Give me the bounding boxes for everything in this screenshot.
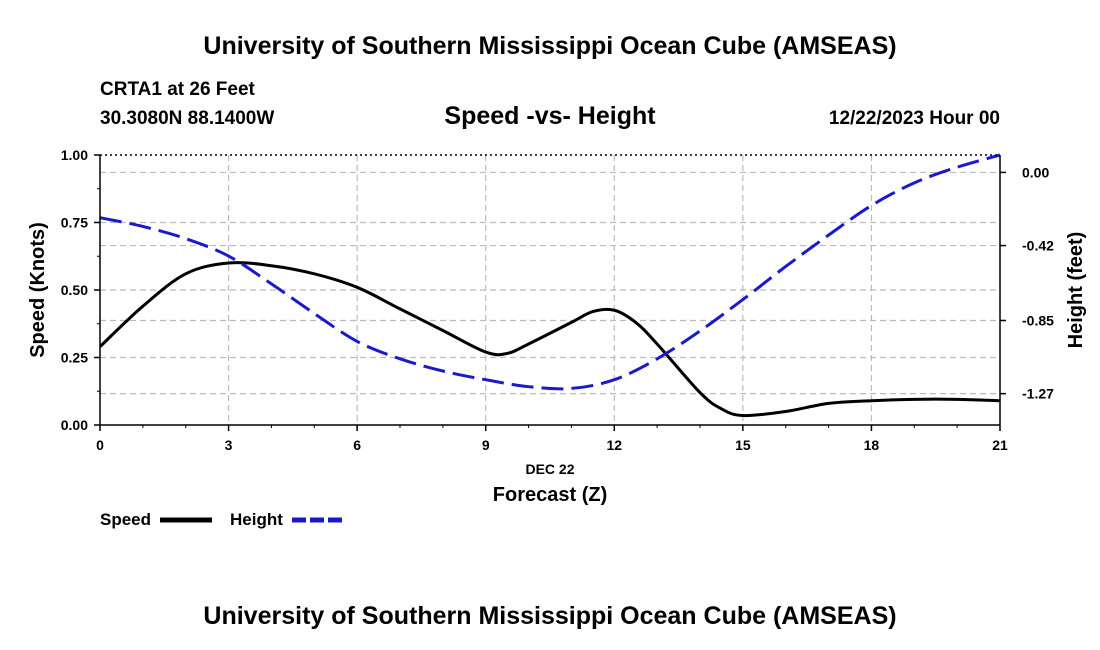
legend-label-height: Height — [230, 510, 283, 529]
x-tick-label: 3 — [225, 437, 233, 453]
x-tick-label: 15 — [735, 437, 751, 453]
x-date-label: DEC 22 — [525, 461, 574, 477]
y-axis-label: Speed (Knots) — [27, 222, 49, 358]
y-tick-label: 0.50 — [61, 282, 88, 298]
page-title: University of Southern Mississippi Ocean… — [203, 32, 896, 60]
legend-label-speed: Speed — [100, 510, 151, 529]
coordinates-label: 30.3080N 88.1400W — [100, 108, 274, 129]
x-axis-label: Forecast (Z) — [493, 484, 607, 506]
y2-tick-label: 0.00 — [1022, 164, 1049, 180]
x-tick-label: 12 — [606, 437, 622, 453]
x-tick-label: 6 — [353, 437, 361, 453]
y-tick-label: 0.00 — [61, 417, 88, 433]
y2-axis-label: Height (feet) — [1065, 232, 1087, 349]
footer-title: University of Southern Mississippi Ocean… — [203, 602, 896, 630]
chart-title: Speed -vs- Height — [444, 102, 656, 130]
x-tick-label: 9 — [482, 437, 490, 453]
x-tick-label: 0 — [96, 437, 104, 453]
station-label: CRTA1 at 26 Feet — [100, 79, 256, 100]
y2-tick-label: -0.85 — [1022, 312, 1054, 328]
legend: Speed Height — [100, 510, 342, 529]
axes: 0 3 6 9 12 15 18 21 0.00 0.25 0.50 0.75 1.00 0.00 -0.4… — [61, 147, 1054, 453]
y-tick-label: 0.75 — [61, 215, 88, 231]
x-tick-label: 21 — [992, 437, 1008, 453]
x-tick-label: 18 — [864, 437, 880, 453]
y-tick-label: 1.00 — [61, 147, 88, 163]
grid — [100, 155, 1000, 425]
y2-tick-label: -1.27 — [1022, 386, 1054, 402]
y2-tick-label: -0.42 — [1022, 238, 1054, 254]
y-tick-label: 0.25 — [61, 350, 88, 366]
series-line-speed — [98, 261, 1001, 418]
forecast-datetime: 12/22/2023 Hour 00 — [829, 108, 1000, 129]
series-layer — [98, 153, 1001, 418]
series-line-height — [99, 153, 1001, 391]
